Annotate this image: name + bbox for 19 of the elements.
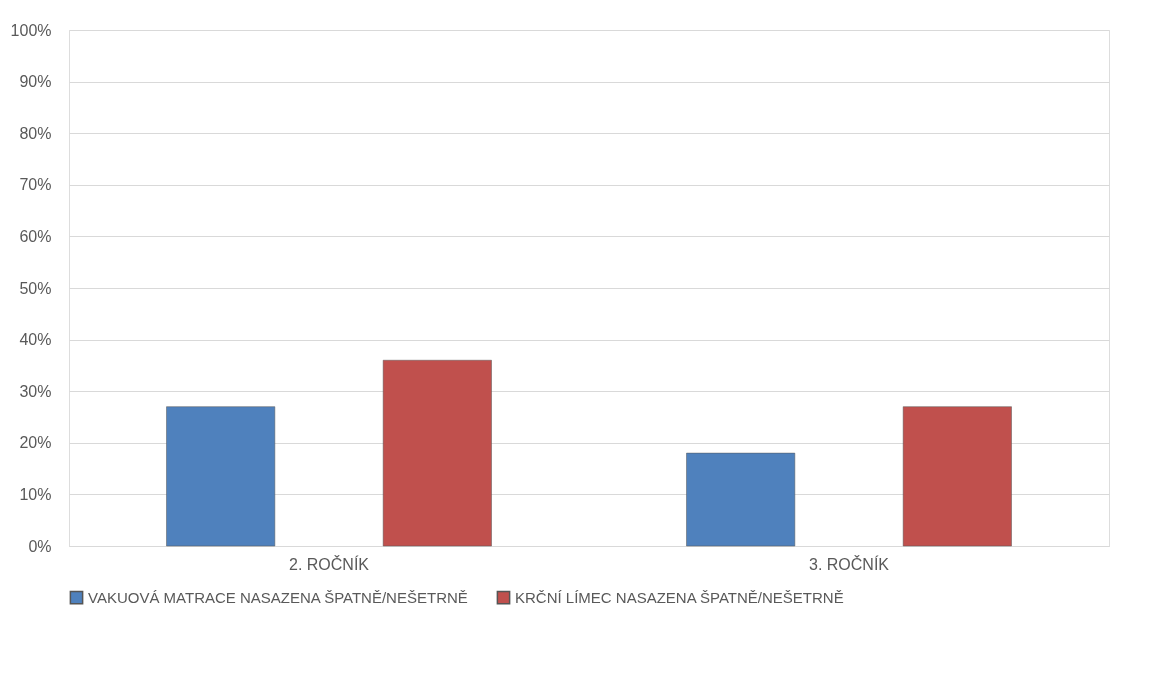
y-tick-label: 40% — [19, 331, 52, 349]
y-tick-label: 70% — [19, 176, 52, 194]
legend-label: VAKUOVÁ MATRACE NASAZENA ŠPATNĚ/NEŠETRNĚ — [88, 588, 468, 606]
bar — [166, 406, 276, 547]
y-tick-label: 50% — [19, 279, 52, 297]
y-tick-label: 20% — [19, 434, 52, 452]
legend-label: KRČNÍ LÍMEC NASAZENA ŠPATNĚ/NEŠETRNĚ — [515, 588, 844, 606]
bar — [382, 359, 492, 547]
y-tick-label: 80% — [19, 124, 52, 142]
y-tick-label: 60% — [19, 227, 52, 245]
y-tick-label: 0% — [28, 537, 52, 555]
y-tick-label: 30% — [19, 382, 52, 400]
x-tick-label: 3. ROČNÍK — [808, 554, 890, 573]
y-tick-label: 90% — [19, 73, 52, 91]
x-tick-label: 2. ROČNÍK — [288, 554, 370, 573]
bar — [902, 406, 1012, 547]
bar — [686, 452, 796, 547]
y-tick-label: 100% — [10, 21, 52, 39]
y-tick-label: 10% — [19, 485, 52, 503]
